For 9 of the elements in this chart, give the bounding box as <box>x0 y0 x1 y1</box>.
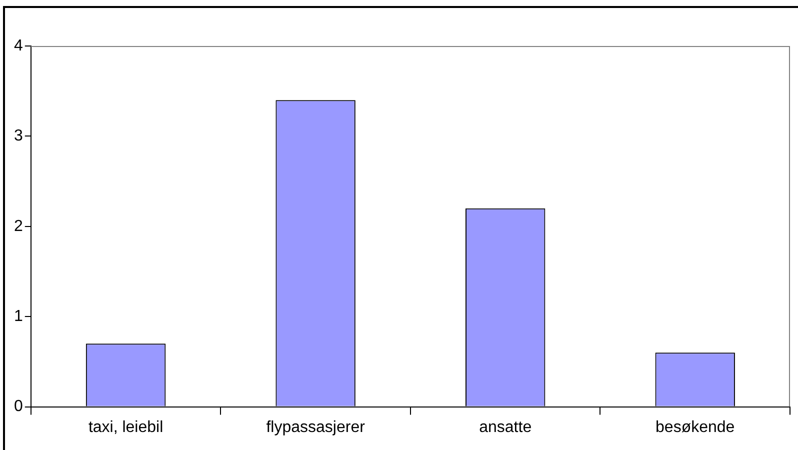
y-tick-label: 4 <box>14 37 23 54</box>
y-tick-label: 1 <box>14 308 23 326</box>
y-tick-label: 3 <box>14 128 23 145</box>
x-tick-label: ansatte <box>479 418 532 436</box>
x-tick-label: besøkende <box>656 418 735 436</box>
x-tick-label: taxi, leiebil <box>88 418 164 436</box>
y-tick-label: 2 <box>14 218 23 235</box>
x-tick-label: flypassasjerer <box>266 418 366 436</box>
y-tick-label: 0 <box>14 398 23 416</box>
